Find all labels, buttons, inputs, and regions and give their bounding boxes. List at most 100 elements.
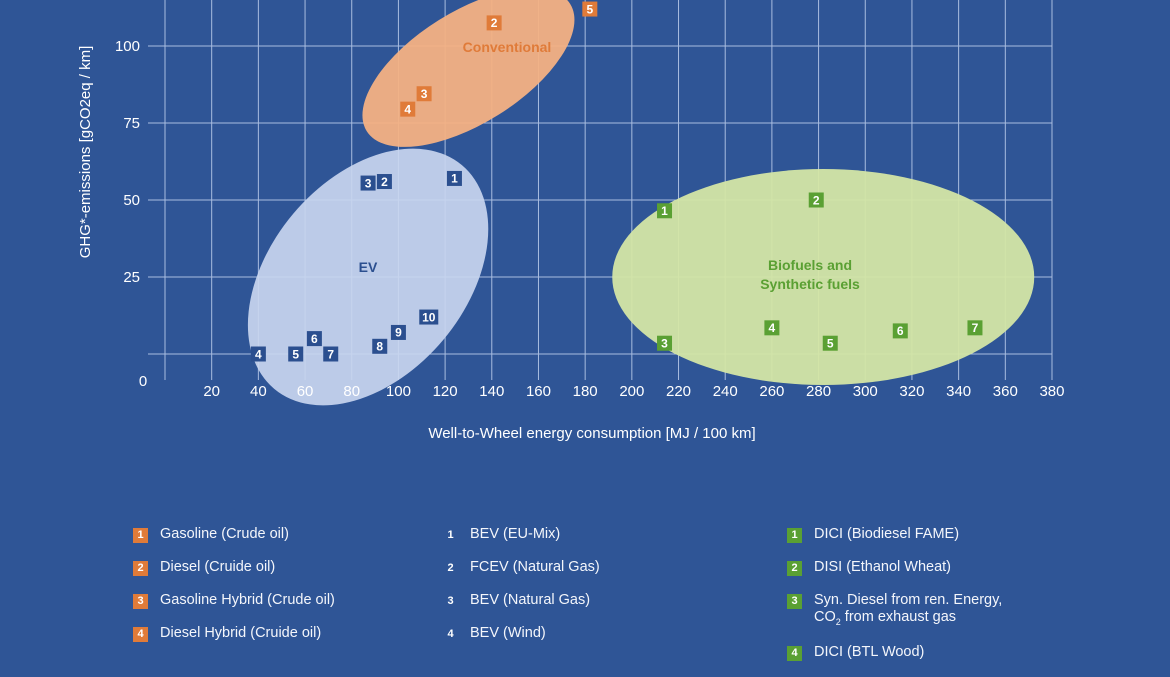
data-point-label: 4 xyxy=(255,347,262,361)
x-tick-label: 200 xyxy=(619,383,644,400)
legend-label: Diesel (Cruide oil) xyxy=(160,559,276,575)
legend-label: Gasoline Hybrid (Crude oil) xyxy=(160,592,335,608)
data-point-label: 1 xyxy=(451,172,458,186)
group-label: Biofuels and xyxy=(768,257,852,273)
legend-marker: 4 xyxy=(787,646,802,661)
ellipse-biofuels xyxy=(612,169,1035,385)
x-tick-label: 180 xyxy=(573,383,598,400)
x-tick-label: 380 xyxy=(1039,383,1064,400)
data-point-label: 5 xyxy=(827,337,834,351)
data-point xyxy=(400,101,416,117)
x-axis-title: Well-to-Wheel energy consumption [MJ / 1… xyxy=(428,425,755,442)
x-tick-label: 140 xyxy=(479,383,504,400)
legend-marker: 3 xyxy=(447,595,454,608)
y-tick-label: 75 xyxy=(123,115,140,132)
legend-marker: 4 xyxy=(447,628,454,641)
data-point-label: 8 xyxy=(376,340,383,354)
data-point xyxy=(306,331,322,347)
legend-item: 1 DICI (Biodiesel FAME) xyxy=(787,526,1002,559)
data-point-label: 7 xyxy=(972,321,979,335)
legend-label: DISI (Ethanol Wheat) xyxy=(814,559,951,575)
data-point xyxy=(822,335,838,351)
legend-item: 2 DISI (Ethanol Wheat) xyxy=(787,559,1002,592)
data-point-label: 2 xyxy=(491,16,498,30)
chart: Conventional EV Biofuels and Synthetic fuel… xyxy=(77,0,1065,442)
x-tick-label: 20 xyxy=(203,383,220,400)
data-point-label: 2 xyxy=(381,175,388,189)
x-tick-label: 100 xyxy=(386,383,411,400)
group-label: EV xyxy=(359,259,378,275)
data-point-label: 5 xyxy=(586,2,593,16)
data-point-label: 7 xyxy=(327,347,334,361)
legend-label: Syn. Diesel from ren. Energy, CO2 from e… xyxy=(814,592,1002,627)
legend-item: 2 FCEV (Natural Gas) xyxy=(443,559,600,592)
data-point xyxy=(323,346,339,362)
data-point xyxy=(486,15,502,31)
legend-item: 1 BEV (EU-Mix) xyxy=(443,526,600,559)
y-tick-label: 50 xyxy=(123,192,140,209)
data-point xyxy=(764,320,780,336)
data-point xyxy=(360,175,376,191)
origin-label: 0 xyxy=(139,373,147,390)
ellipse-conventional xyxy=(362,0,575,147)
legend-marker: 3 xyxy=(787,594,802,609)
legend-label: DICI (BTL Wood) xyxy=(814,644,925,660)
x-tick-label: 340 xyxy=(946,383,971,400)
legend-marker: 3 xyxy=(133,594,148,609)
legend-marker: 2 xyxy=(447,562,454,575)
legend-label-line2: CO2 from exhaust gas xyxy=(814,608,957,627)
data-point xyxy=(288,346,304,362)
data-point xyxy=(967,320,983,336)
data-point-label: 1 xyxy=(661,204,668,218)
group-label: Synthetic fuels xyxy=(760,276,860,292)
data-point xyxy=(657,335,673,351)
data-point xyxy=(582,1,598,17)
x-tick-label: 60 xyxy=(297,383,314,400)
legend-biofuels: 1 DICI (Biodiesel FAME) 2 DISI (Ethanol … xyxy=(787,526,1002,677)
data-point-label: 4 xyxy=(404,102,411,116)
x-tick-label: 40 xyxy=(250,383,267,400)
legend-label: Diesel Hybrid (Cruide oil) xyxy=(160,625,322,641)
legend-item: 1 Gasoline (Crude oil) xyxy=(133,526,335,559)
legend-item: 2 Diesel (Cruide oil) xyxy=(133,559,335,592)
legend-item: 3 BEV (Natural Gas) xyxy=(443,592,600,625)
data-point xyxy=(892,323,908,339)
legend-label: FCEV (Natural Gas) xyxy=(470,559,600,575)
data-point-label: 5 xyxy=(292,347,299,361)
data-point-label: 4 xyxy=(769,321,776,335)
y-tick-label: 25 xyxy=(123,269,140,286)
x-tick-label: 160 xyxy=(526,383,551,400)
group-label: Conventional xyxy=(463,39,552,55)
y-axis-title: GHG*-emissions [gCO2eq / km] xyxy=(77,46,94,259)
legend-item: 4 BEV (Wind) xyxy=(443,625,600,658)
x-tick-label: 360 xyxy=(993,383,1018,400)
data-point xyxy=(446,170,462,186)
data-point-label: 6 xyxy=(311,332,318,346)
legend-ev: 1 BEV (EU-Mix) 2 FCEV (Natural Gas) 3 BE… xyxy=(443,526,600,658)
data-point-label: 3 xyxy=(421,87,428,101)
data-point xyxy=(376,174,392,190)
legend-marker: 2 xyxy=(133,561,148,576)
x-tick-label: 300 xyxy=(853,383,878,400)
legend-item: 3 Gasoline Hybrid (Crude oil) xyxy=(133,592,335,625)
data-point xyxy=(808,192,824,208)
legend-label: Gasoline (Crude oil) xyxy=(160,526,289,542)
legend-label-line1: Syn. Diesel from ren. Energy, xyxy=(814,592,1003,608)
legend-marker: 1 xyxy=(133,528,148,543)
data-point xyxy=(250,346,266,362)
legend-label: BEV (EU-Mix) xyxy=(470,526,561,542)
x-tick-label: 320 xyxy=(899,383,924,400)
legend-label: DICI (Biodiesel FAME) xyxy=(814,526,960,542)
legend-item: 3 Syn. Diesel from ren. Energy, CO2 from… xyxy=(787,592,1002,644)
x-tick-label: 260 xyxy=(759,383,784,400)
legend-label: BEV (Natural Gas) xyxy=(470,592,591,608)
legend-marker: 1 xyxy=(787,528,802,543)
data-point-label: 2 xyxy=(813,193,820,207)
data-point xyxy=(416,86,432,102)
legend-item: 4 DICI (BTL Wood) xyxy=(787,644,1002,677)
legend-item: 4 Diesel Hybrid (Cruide oil) xyxy=(133,625,335,658)
legend-conventional: 1 Gasoline (Crude oil) 2 Diesel (Cruide … xyxy=(133,526,335,658)
x-tick-label: 80 xyxy=(343,383,360,400)
data-point-label: 3 xyxy=(365,176,372,190)
data-point xyxy=(390,324,406,340)
